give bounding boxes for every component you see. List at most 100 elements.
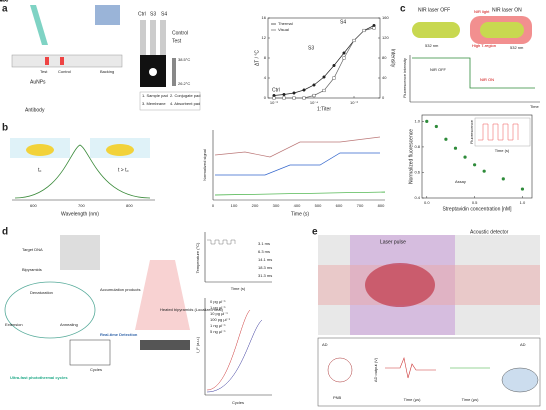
label: Fluorescence [469,119,474,144]
label: Control [172,30,188,36]
label: Control [58,69,71,74]
point [282,92,286,97]
x-tick-label: 10⁻⁴ [310,100,319,105]
label: NIR ON [480,77,494,82]
tick-label: 700 [0,0,9,3]
label: 18.3 ms [258,265,272,270]
annotation: Ctrl [272,87,280,93]
legend: 5 ng μl⁻¹ [210,329,226,334]
axis-label: Wavelength (nm) [61,211,99,217]
y-tick-label: 12 [262,35,267,40]
label: NIR laser OFF [418,7,450,13]
label: Test [40,69,48,74]
label: Acoustic detector [470,229,509,235]
x-tick-label: 10⁻⁶ [270,100,279,105]
label: NIR laser ON [492,7,522,13]
point [444,137,448,141]
y2-tick-label: 120 [382,35,389,40]
label: Extension [5,322,23,327]
axis-label: Temperature (°C) [195,242,200,273]
point [342,51,346,55]
panel-label: d [2,227,8,238]
label: PNB [333,395,342,400]
strip-label: S4 [161,11,167,17]
tick-label: 200 [0,0,9,3]
legend: 0 pg μl⁻¹ [210,299,226,304]
x-tick-label: 0.5 [472,200,478,205]
point [312,93,316,98]
label: Time [530,104,540,109]
inset [474,117,531,147]
tick-label: 0 [212,203,215,208]
label: 6.3 ms [258,249,270,254]
legend: 100 pg μl⁻¹ [210,317,231,322]
label: Real-time Detection [100,332,138,337]
label: Bipyramids [22,267,42,272]
tick-label: 200 [252,203,259,208]
point [473,163,477,167]
point [372,23,376,28]
x-axis-label: 1:Titer [317,106,331,112]
tick-label: 0 [0,0,3,3]
tick-label: 800 [126,203,133,208]
panel-label: b [2,123,8,134]
tick-label: 300 [273,203,280,208]
point [453,146,458,150]
point [362,28,366,33]
label: Test [172,38,182,44]
label: Ultra-fast photothermal cycles [10,375,68,380]
axis-label: Time (μs) [404,397,421,402]
label: AD [520,342,526,347]
label: 14.1 ms [258,257,272,262]
tick-label: 800 [0,0,9,3]
point [322,88,326,93]
point [332,76,336,80]
axis-label: Time (s) [291,211,309,217]
strip-label: S3 [150,11,156,17]
x-axis-label: Streptavidin concentration [nM] [443,206,513,212]
tick-label: 100 [231,203,238,208]
strip-label: Ctrl [138,11,146,17]
label: 1. Sample pad [142,93,168,98]
x-tick-label: 10⁻² [350,100,359,105]
point [482,169,486,173]
annotation: S4 [340,19,346,25]
label: NIR OFF [430,67,447,72]
point [501,177,505,181]
label: Fluorescence intensity [402,58,407,98]
point [463,155,467,159]
panel-b-schematic [10,130,386,201]
point [272,93,276,98]
tick-label: 600 [0,0,9,3]
tick-label: 500 [0,0,9,3]
y-tick-label: 8 [264,55,267,60]
point [302,96,306,100]
point [292,91,296,95]
axis-label: AD output (V) [373,357,378,382]
x-tick-label: 0.0 [424,200,430,205]
y2-tick-label: 40 [382,75,387,80]
label: AD [322,342,328,347]
y2-axis-label: Intensity [390,49,396,68]
y2-tick-label: 160 [382,15,389,20]
y-tick-label: 0.4 [414,195,420,200]
label: Backing [100,69,114,74]
x-tick-label: 1.0 [520,200,526,205]
label: 26.2°C [178,81,190,86]
label: 532 nm [510,45,524,50]
label: 2. Conjugate pad [170,93,200,98]
label: t₀ [38,167,41,173]
label: Denaturation [30,290,53,295]
label: NIR light [474,9,490,14]
y-tick-label: 0.8 [414,144,420,149]
legend-label: Visual [278,27,289,32]
label: 4. Absorbent pad [170,101,200,106]
label: Laser pulse [380,239,406,245]
point [372,26,376,30]
y-tick-label: 16 [262,15,267,20]
axis-label: Normalized signal [202,149,207,181]
label: Target DNA [22,247,43,252]
inset-trace [478,123,519,141]
point [302,88,306,92]
